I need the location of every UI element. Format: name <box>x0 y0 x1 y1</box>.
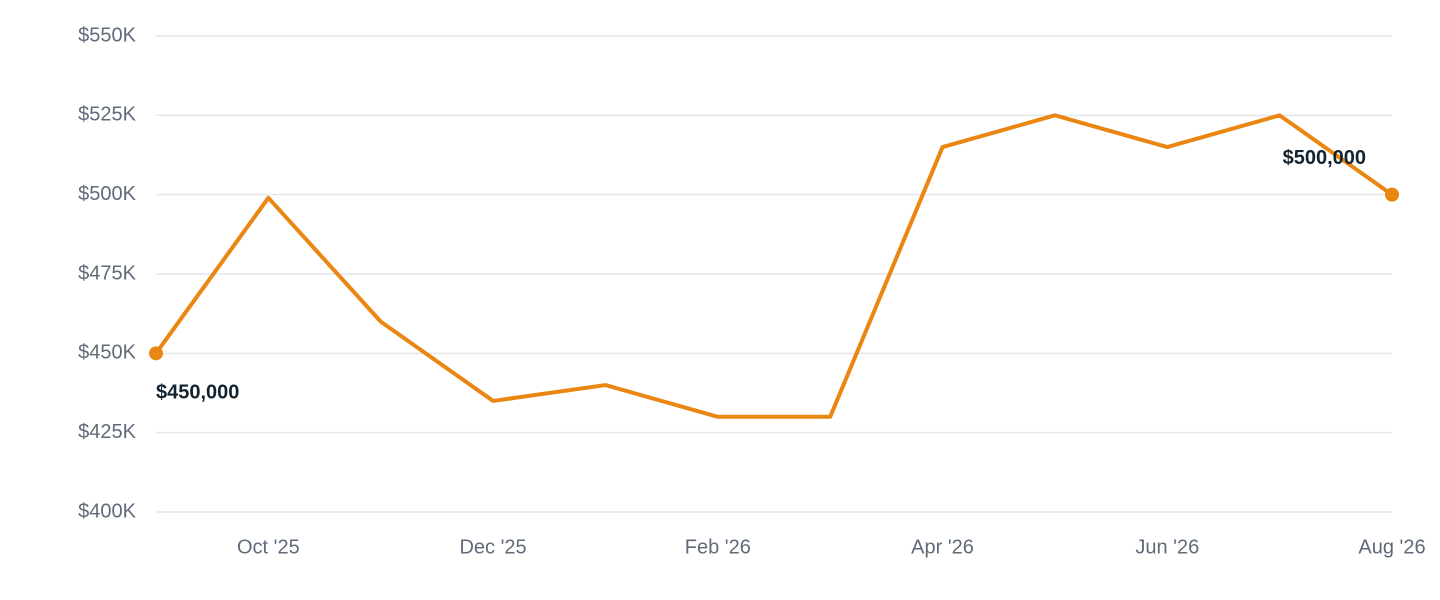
x-tick-label: Aug '26 <box>1358 536 1425 558</box>
data-point <box>149 346 163 361</box>
y-tick-label: $425K <box>78 421 136 443</box>
y-tick-label: $525K <box>78 104 136 126</box>
y-tick-label: $550K <box>78 24 136 46</box>
y-tick-label: $475K <box>78 262 136 284</box>
value-label: $450,000 <box>156 382 239 404</box>
y-tick-label: $500K <box>78 183 136 205</box>
data-line <box>154 113 1394 419</box>
value-label: $500,000 <box>1283 147 1366 169</box>
x-tick-label: Apr '26 <box>911 536 974 558</box>
y-tick-label: $400K <box>78 500 136 522</box>
x-tick-label: Feb '26 <box>685 536 751 558</box>
y-tick-label: $450K <box>78 342 136 364</box>
x-tick-label: Dec '25 <box>459 536 526 558</box>
data-point <box>1385 187 1399 202</box>
x-tick-label: Jun '26 <box>1135 536 1199 558</box>
x-tick-label: Oct '25 <box>237 536 300 558</box>
